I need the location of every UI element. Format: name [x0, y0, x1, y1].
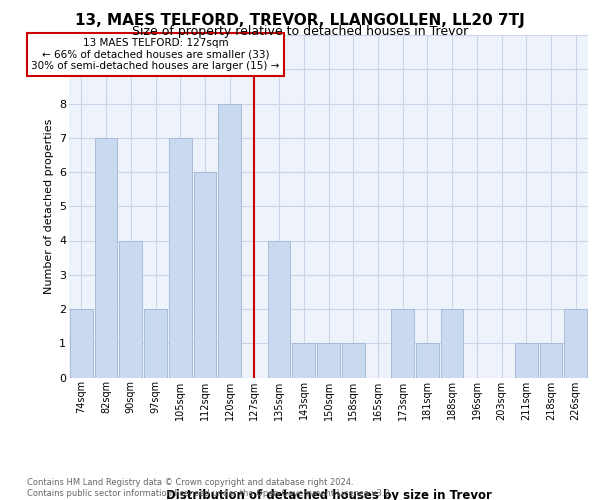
Y-axis label: Number of detached properties: Number of detached properties [44, 118, 53, 294]
Bar [416, 343, 439, 378]
Text: Size of property relative to detached houses in Trevor: Size of property relative to detached ho… [132, 25, 468, 38]
Bar [391, 309, 414, 378]
Bar [144, 309, 167, 378]
Bar [194, 172, 216, 378]
Bar [539, 343, 562, 378]
Bar [70, 309, 93, 378]
Bar [317, 343, 340, 378]
Text: Contains HM Land Registry data © Crown copyright and database right 2024.
Contai: Contains HM Land Registry data © Crown c… [27, 478, 392, 498]
Bar [292, 343, 315, 378]
X-axis label: Distribution of detached houses by size in Trevor: Distribution of detached houses by size … [166, 489, 491, 500]
Bar [441, 309, 463, 378]
Bar [564, 309, 587, 378]
Bar [515, 343, 538, 378]
Bar [218, 104, 241, 378]
Text: 13, MAES TELFORD, TREVOR, LLANGOLLEN, LL20 7TJ: 13, MAES TELFORD, TREVOR, LLANGOLLEN, LL… [75, 12, 525, 28]
Bar [119, 240, 142, 378]
Bar [95, 138, 118, 378]
Bar [342, 343, 365, 378]
Bar [169, 138, 191, 378]
Bar [268, 240, 290, 378]
Text: 13 MAES TELFORD: 127sqm
← 66% of detached houses are smaller (33)
30% of semi-de: 13 MAES TELFORD: 127sqm ← 66% of detache… [31, 38, 280, 71]
